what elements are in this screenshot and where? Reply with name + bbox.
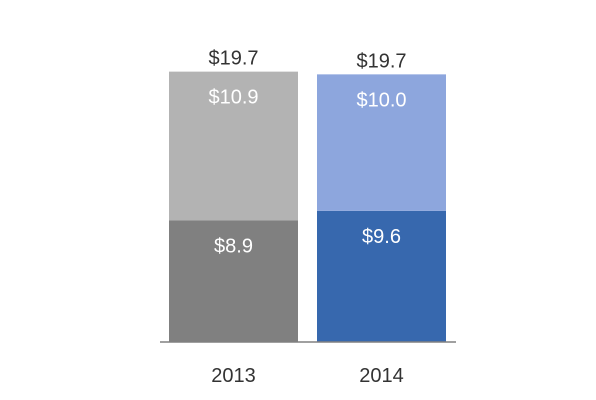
segment-value-label: $8.9 [214,235,253,257]
bar-segment-2013-top [169,71,298,221]
total-value-label: $19.7 [356,50,406,72]
total-value-label: $19.7 [208,48,258,70]
segment-value-label: $9.6 [362,226,401,248]
bar-segment-2014-top [317,74,446,211]
x-tick-label: 2013 [211,365,256,387]
bar-segment-2013-bottom [169,220,298,342]
x-tick-label: 2014 [359,365,404,387]
bar-group [169,71,446,342]
segment-value-label: $10.0 [356,89,406,111]
segment-value-label: $10.9 [208,87,258,109]
bar-segment-2014-bottom [317,210,446,342]
label-group: $8.9 $10.9 $19.7 2013 $9.6 $10.0 $19.7 2014 [208,48,406,387]
